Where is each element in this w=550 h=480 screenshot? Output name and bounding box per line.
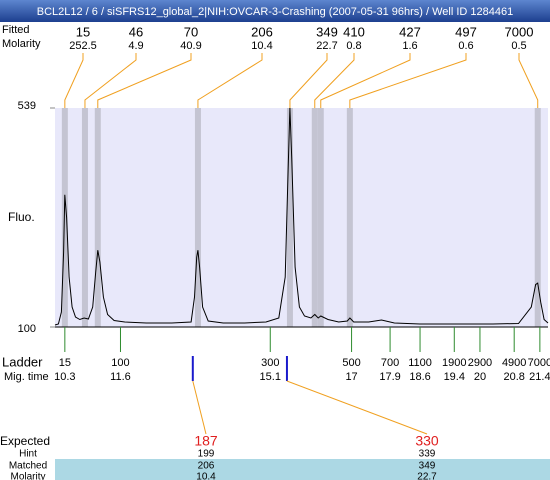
peak-size: 7000: [505, 24, 534, 39]
peak-connector: [197, 53, 263, 108]
ladder-size: 7000: [528, 357, 550, 369]
title-bar: [0, 0, 550, 22]
ladder-time: 20.8: [503, 371, 524, 383]
peak-connector: [289, 53, 328, 108]
peak-molarity: 1.6: [402, 40, 417, 52]
peak-band: [81, 108, 88, 327]
ladder-size: 100: [111, 357, 129, 369]
peak-connector: [314, 53, 355, 108]
mig-time-label: Mig. time: [4, 371, 49, 383]
peak-size: 70: [184, 24, 198, 39]
ladder-time: 11.6: [110, 371, 131, 383]
peak-connector: [84, 53, 137, 108]
peak-connector: [97, 53, 192, 108]
table-value: 206: [198, 461, 215, 472]
peak-connector: [349, 53, 467, 108]
ladder-size: 4900: [502, 357, 526, 369]
peak-molarity: 0.8: [346, 40, 361, 52]
peak-molarity: 10.4: [251, 40, 272, 52]
ladder-size: 1100: [408, 357, 432, 369]
peak-molarity: 0.5: [511, 40, 526, 52]
peak-size: 15: [76, 24, 90, 39]
peak-band: [346, 108, 353, 327]
peak-band: [534, 108, 541, 327]
peak-molarity: 4.9: [128, 40, 143, 52]
peak-band: [94, 108, 101, 327]
ladder-label: Ladder: [2, 354, 43, 369]
expected-connector: [286, 380, 428, 435]
ladder-time: 15.1: [260, 371, 281, 383]
table-row-label: Hint: [19, 449, 37, 460]
peak-size: 410: [343, 24, 365, 39]
peak-connector: [518, 53, 539, 108]
ladder-time: 17.9: [379, 371, 400, 383]
peak-size: 497: [455, 24, 477, 39]
ladder-time: 19.4: [444, 371, 465, 383]
plot-area: [55, 108, 548, 327]
ladder-time: 18.6: [409, 371, 430, 383]
ladder-time: 10.3: [54, 371, 75, 383]
peak-row-label: Fitted: [2, 24, 30, 36]
peak-molarity: 252.5: [69, 40, 97, 52]
peak-band: [317, 108, 324, 327]
table-value: 22.7: [417, 472, 437, 480]
ladder-size: 1900: [442, 357, 466, 369]
trace: [54, 107, 549, 326]
ladder-time: 20: [474, 371, 486, 383]
peak-connector: [64, 53, 84, 108]
matched-band: [55, 459, 550, 480]
peak-connector: [320, 53, 411, 108]
y-axis-label: Fluo.: [8, 210, 35, 224]
peak-size: 206: [251, 24, 273, 39]
ladder-size: 700: [381, 357, 399, 369]
peak-molarity: 0.6: [458, 40, 473, 52]
ladder-time: 17: [345, 371, 357, 383]
ladder-time: 21.4: [529, 371, 550, 383]
table-value: 187: [194, 433, 218, 449]
y-tick-label: 539: [18, 100, 36, 112]
ladder-size: 15: [59, 357, 71, 369]
table-row-label: Expected: [0, 434, 50, 448]
table-value: 330: [415, 433, 439, 449]
table-value: 349: [419, 461, 436, 472]
table-row-label: Molarity: [10, 472, 45, 480]
ladder-size: 300: [261, 357, 279, 369]
table-value: 199: [198, 449, 215, 460]
peak-band: [61, 108, 68, 327]
peak-size: 46: [129, 24, 143, 39]
peak-size: 349: [316, 24, 338, 39]
peak-molarity: 40.9: [180, 40, 201, 52]
peak-band: [194, 108, 201, 327]
table-row-label: Matched: [9, 461, 47, 472]
peak-band: [286, 108, 293, 327]
peak-band: [311, 108, 318, 327]
peak-row-label: Molarity: [2, 38, 41, 50]
y-tick-label: 100: [18, 323, 36, 335]
ladder-size: 500: [342, 357, 360, 369]
title: BCL2L12 / 6 / siSFRS12_global_2|NIH:OVCA…: [37, 6, 514, 18]
peak-size: 427: [399, 24, 421, 39]
ladder-size: 2900: [468, 357, 492, 369]
expected-connector: [192, 380, 207, 435]
table-value: 10.4: [196, 472, 216, 480]
peak-molarity: 22.7: [316, 40, 337, 52]
table-value: 339: [419, 449, 436, 460]
